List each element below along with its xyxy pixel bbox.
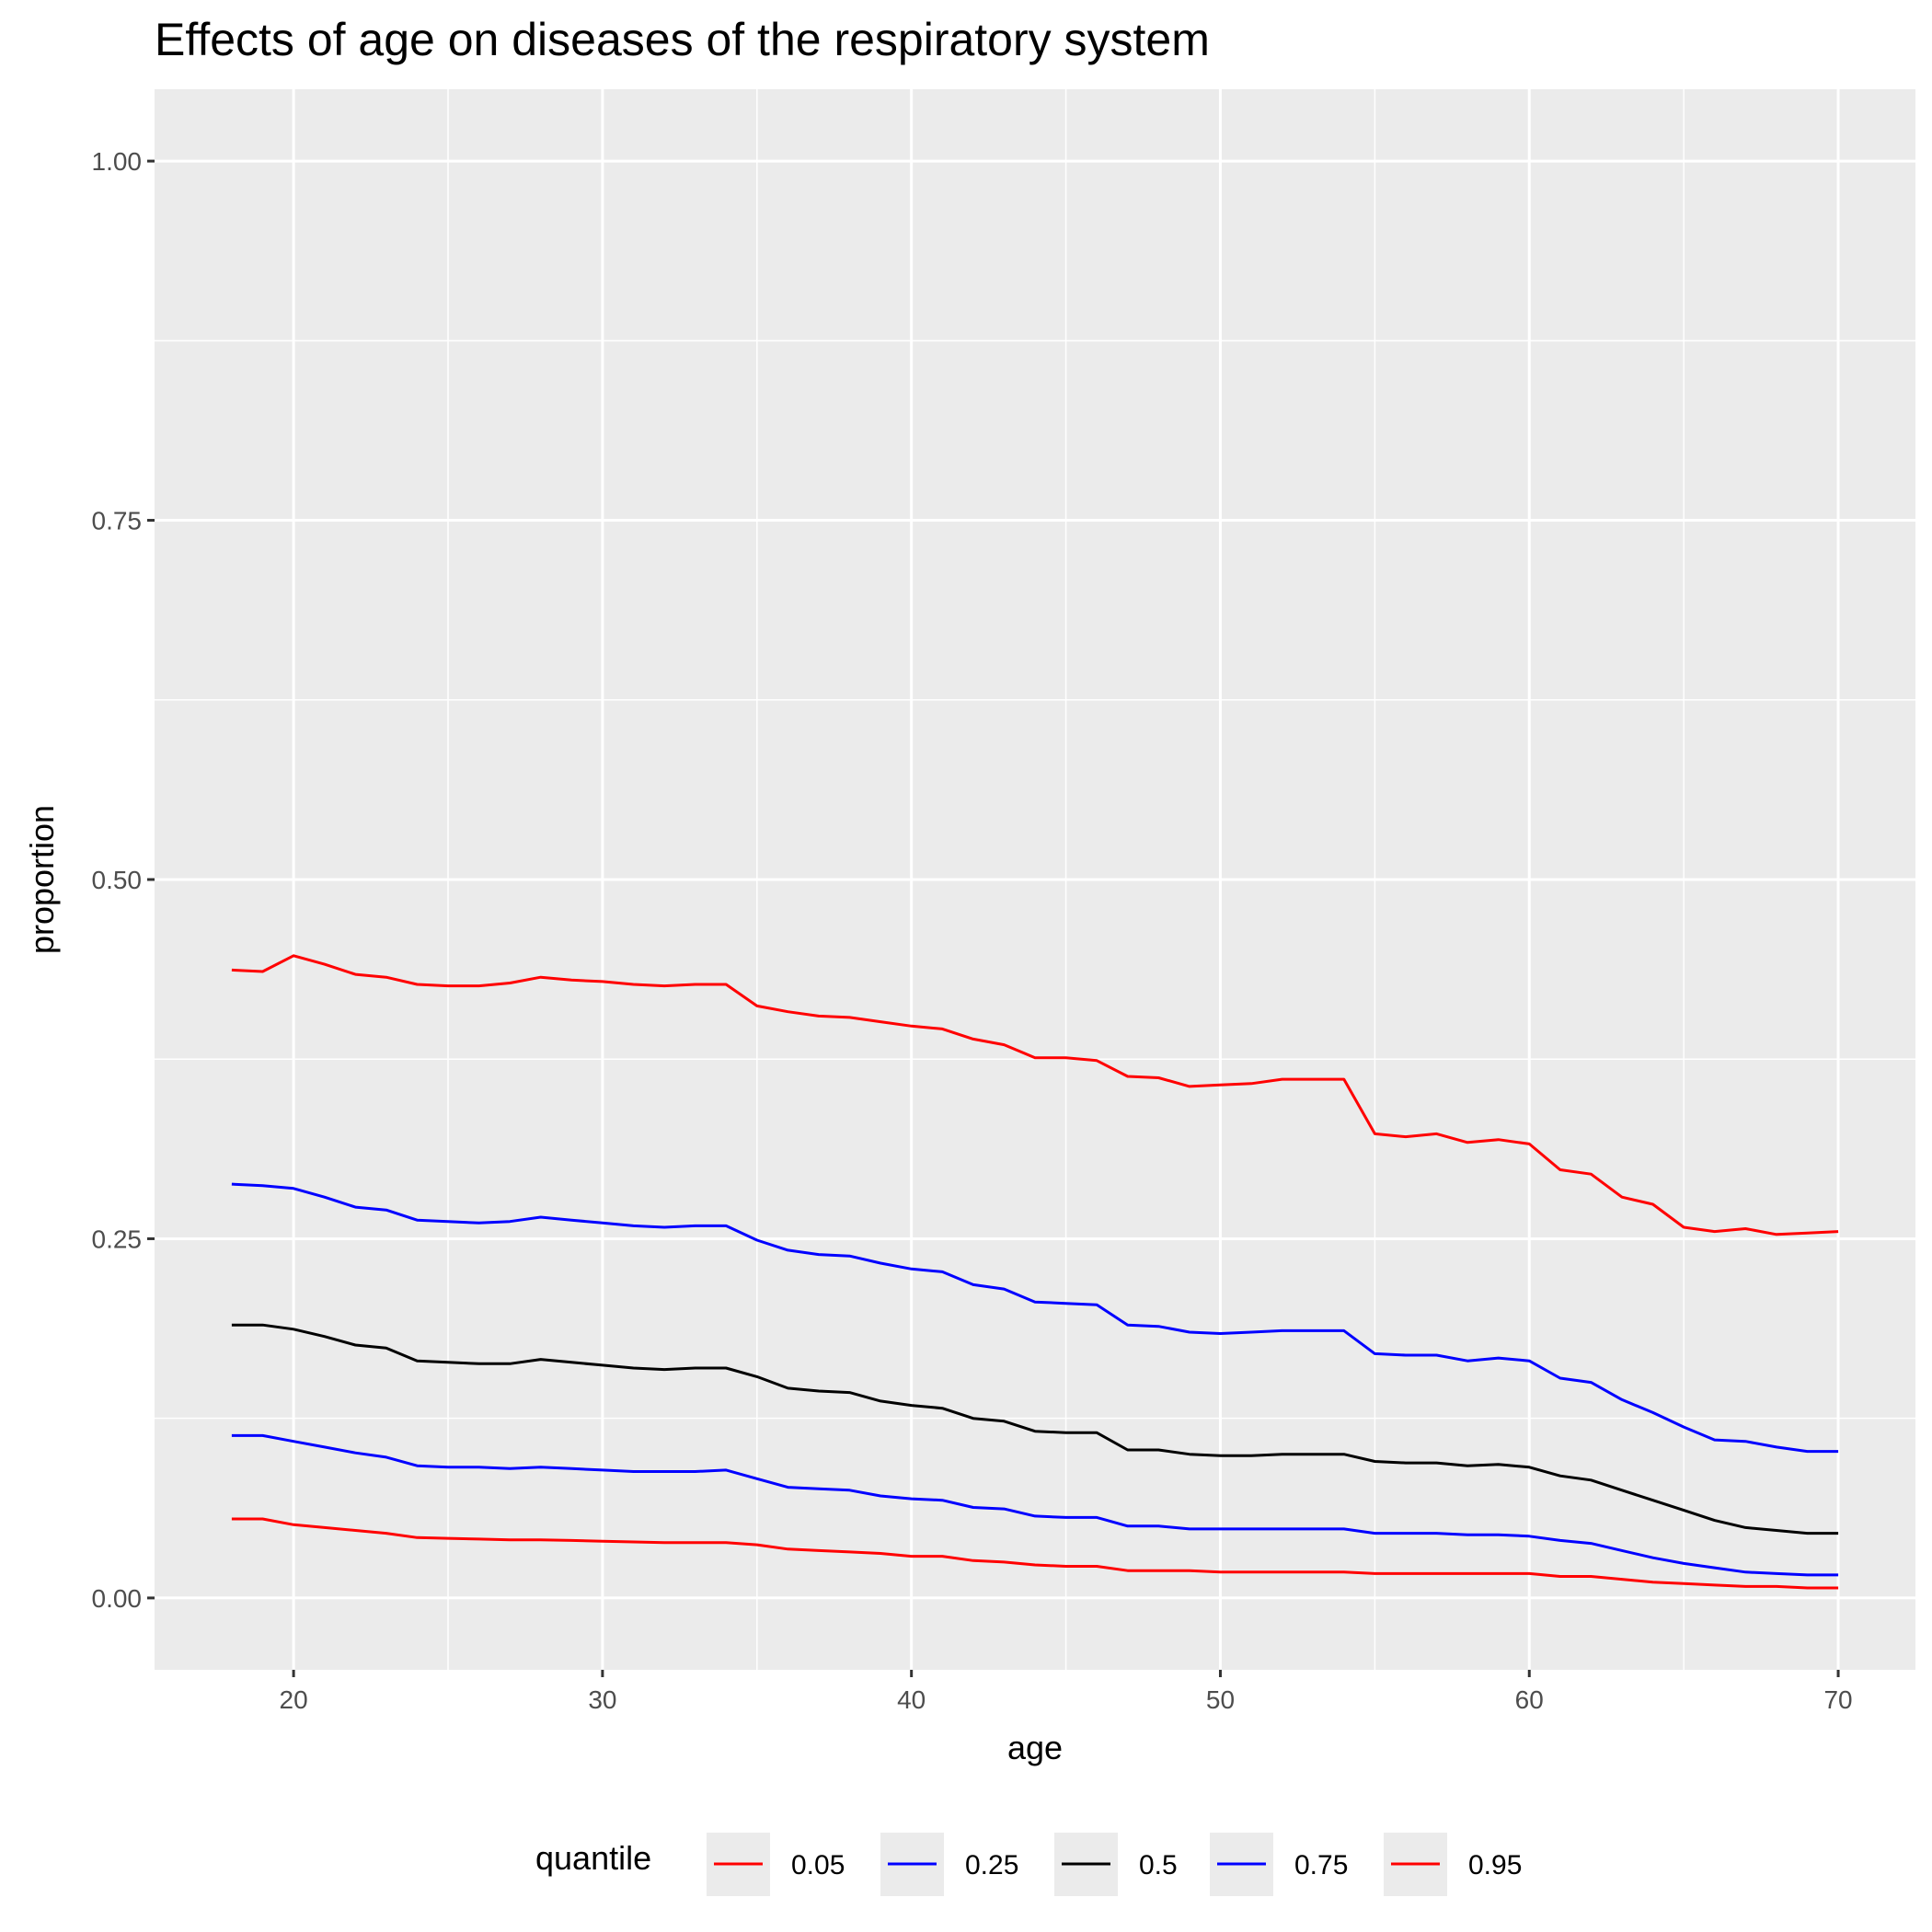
x-axis: 20 30 40 50 60 70	[280, 1670, 1853, 1714]
x-tick-label: 50	[1206, 1685, 1235, 1714]
x-axis-title: age	[1007, 1729, 1063, 1766]
y-tick-label: 0.75	[92, 507, 143, 535]
series-line-0.75	[231, 1182, 1839, 1454]
y-axis-title: proportion	[23, 805, 61, 954]
x-tick-label: 20	[280, 1685, 308, 1714]
chart-title: Effects of age on diseases of the respir…	[155, 14, 1210, 65]
y-tick-label: 1.00	[92, 147, 143, 176]
y-tick-label: 0.50	[92, 866, 143, 894]
legend-label: 0.5	[1139, 1850, 1178, 1880]
series-line-0.95	[231, 954, 1839, 1236]
series-line-0.05	[231, 1517, 1839, 1590]
legend: quantile 0.05 0.25 0.5 0.75 0.95	[535, 1833, 1522, 1896]
series-line-0.25	[231, 1433, 1839, 1577]
series-line-0.5	[231, 1323, 1839, 1535]
legend-label: 0.95	[1468, 1850, 1522, 1880]
legend-label: 0.75	[1294, 1850, 1348, 1880]
legend-label: 0.05	[791, 1850, 845, 1880]
x-tick-label: 30	[588, 1685, 616, 1714]
legend-title: quantile	[535, 1839, 651, 1877]
legend-label: 0.25	[965, 1850, 1018, 1880]
x-tick-label: 70	[1823, 1685, 1852, 1714]
series-lines	[231, 954, 1839, 1590]
major-gridlines	[155, 89, 1915, 1670]
y-tick-label: 0.00	[92, 1584, 143, 1613]
y-axis: 0.00 0.25 0.50 0.75 1.00	[92, 147, 155, 1613]
x-tick-label: 40	[897, 1685, 926, 1714]
y-tick-label: 0.25	[92, 1225, 143, 1253]
x-tick-label: 60	[1515, 1685, 1544, 1714]
